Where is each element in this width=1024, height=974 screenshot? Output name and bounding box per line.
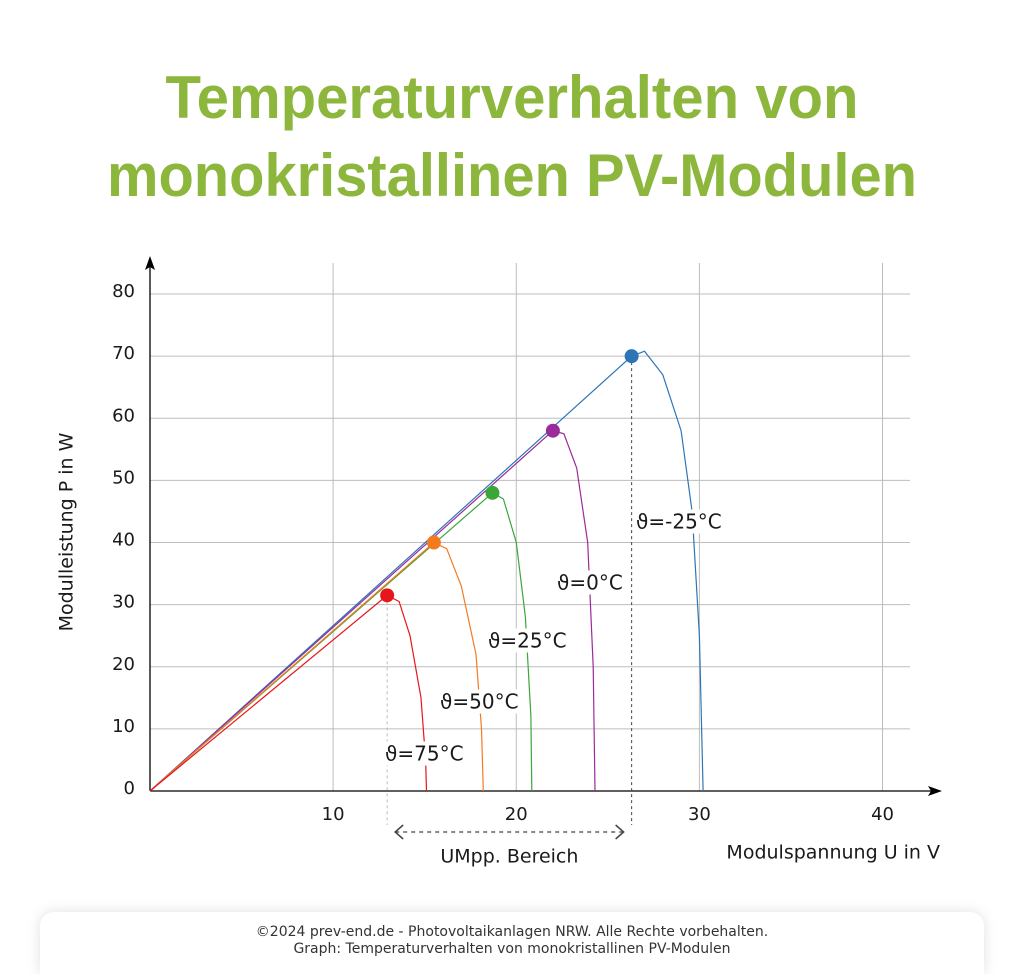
series-label-bg [438,689,521,714]
x-axis-label: Modulspannung U in V [726,842,940,864]
y-tick-label: 50 [112,467,135,488]
y-axis-arrow [145,256,155,270]
chart-title: Temperaturverhalten von [166,64,859,131]
footer-line: Graph: Temperaturverhalten von monokrist… [293,941,731,957]
footer-line: ©2024 prev-end.de - Photovoltaikanlagen … [255,924,769,940]
y-tick-label: 10 [112,716,135,737]
series-line [149,430,596,792]
mpp-point [545,423,560,438]
chart-title: monokristallinen PV-Modulen [107,142,917,209]
y-tick-label: 20 [112,654,135,675]
series-label: ϑ=0°C [557,571,623,595]
series-label: ϑ=-25°C [636,510,722,534]
x-tick-label: 20 [505,804,528,825]
x-tick-label: 40 [871,804,894,825]
series-label: ϑ=75°C [385,742,464,766]
mpp-point [426,535,441,550]
annotation: UMpp. Bereich [440,846,578,868]
series-label: ϑ=50°C [440,690,519,714]
y-tick-label: 70 [112,343,135,364]
y-tick-label: 40 [112,530,135,551]
y-axis-label: Modulleistung P in W [56,432,78,631]
mpp-point [624,349,639,364]
range-arrow-head [394,824,404,840]
range-arrow-head [615,824,625,840]
series-label-bg [555,570,625,595]
footer: ©2024 prev-end.de - Photovoltaikanlagen … [40,912,984,974]
mpp-point [380,588,395,603]
mpp-point [485,485,500,500]
chart: Temperaturverhalten von monokristallinen… [56,64,942,868]
y-tick-label: 80 [112,281,135,302]
y-tick-label: 30 [112,592,135,613]
series-label-bg [634,509,724,534]
series-label: ϑ=25°C [488,629,567,653]
x-tick-label: 30 [688,804,711,825]
x-tick-label: 10 [322,804,345,825]
x-axis-arrow [928,786,942,796]
series-label-bg [486,628,569,653]
y-tick-label: 0 [124,778,135,799]
series-line [149,492,533,792]
series-label-bg [383,741,466,766]
y-tick-label: 60 [112,405,135,426]
